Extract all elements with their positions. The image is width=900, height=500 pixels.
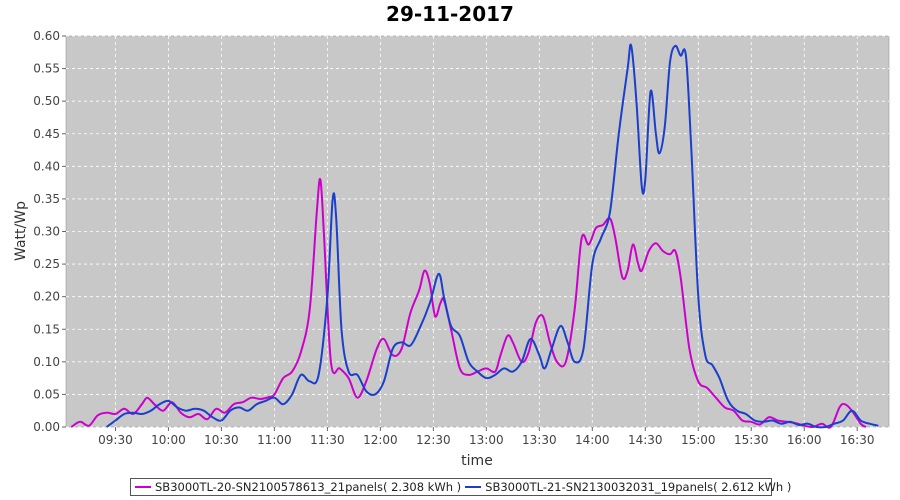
y-tick-label: 0.50 [33,94,60,108]
series-line-2 [106,43,879,429]
legend-item-1: SB3000TL-20-SN2100578613_21panels( 2.308… [135,480,461,494]
y-axis-label: Watt/Wp [13,201,29,261]
chart-title: 29-11-2017 [386,2,514,26]
y-tick-label: 0.35 [33,192,60,206]
y-tick-label: 0.60 [33,29,60,43]
x-tick-label: 10:30 [204,433,239,447]
legend-item-2: SB3000TL-21-SN2130032031_19panels( 2.612… [465,480,791,494]
x-tick-label: 13:00 [469,433,504,447]
y-tick-label: 0.00 [33,420,60,434]
legend-label-1: SB3000TL-20-SN2100578613_21panels( 2.308… [155,480,462,494]
x-tick-label: 16:30 [840,433,875,447]
x-tick-label: 09:30 [98,433,133,447]
y-tick-label: 0.05 [33,387,60,401]
y-tick-label: 0.20 [33,290,60,304]
series-group [70,43,879,429]
x-tick-label: 11:30 [310,433,345,447]
x-tick-label: 12:00 [363,433,398,447]
x-tick-label: 14:00 [575,433,610,447]
x-tick-label: 14:30 [628,433,663,447]
x-axis: 09:30 10:00 10:30 11:00 11:30 12:00 12:30 13:00… [98,427,875,447]
legend-swatch-2 [465,486,482,488]
x-tick-label: 15:00 [681,433,716,447]
x-tick-label: 12:30 [416,433,451,447]
grid-lines [66,35,889,428]
legend-label-2: SB3000TL-21-SN2130032031_19panels( 2.612… [485,480,792,494]
x-tick-label: 15:30 [734,433,769,447]
x-axis-label: time [461,453,493,469]
y-tick-label: 0.10 [33,355,60,369]
x-tick-label: 13:30 [522,433,557,447]
y-tick-label: 0.15 [33,322,60,336]
y-axis: 0.00 0.05 0.10 0.15 0.20 0.25 0.30 0.35 0.40 0.45… [33,29,66,434]
y-tick-label: 0.45 [33,127,60,141]
legend: SB3000TL-20-SN2100578613_21panels( 2.308… [130,478,791,496]
series-line-1 [70,177,867,429]
legend-swatch-1 [135,486,151,488]
plot-area [65,35,890,428]
x-tick-label: 16:00 [787,433,822,447]
y-tick-label: 0.25 [33,257,60,271]
y-tick-label: 0.30 [33,225,60,239]
y-tick-label: 0.55 [33,62,60,76]
x-tick-label: 11:00 [257,433,292,447]
x-tick-label: 10:00 [151,433,186,447]
y-tick-label: 0.40 [33,159,60,173]
